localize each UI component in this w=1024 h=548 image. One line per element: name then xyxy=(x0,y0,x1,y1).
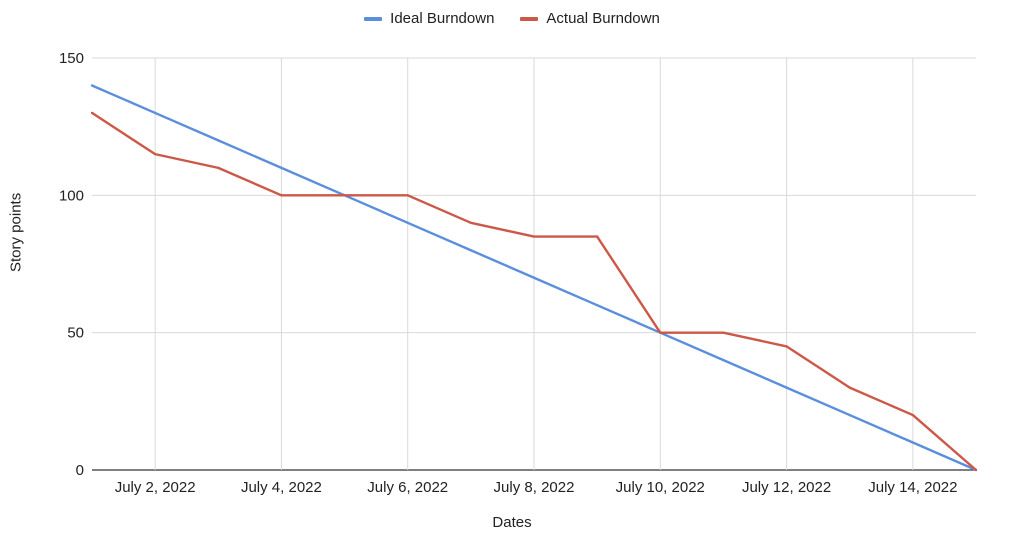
actual-point xyxy=(722,331,725,334)
x-tick-label: July 8, 2022 xyxy=(494,479,575,496)
legend-label-ideal: Ideal Burndown xyxy=(390,10,495,27)
ideal-point xyxy=(469,249,473,252)
x-tick-label: July 2, 2022 xyxy=(115,479,196,496)
actual-point xyxy=(848,386,851,389)
legend-item-actual: Actual Burndown xyxy=(520,10,660,27)
y-tick-label: 100 xyxy=(59,187,84,204)
y-tick-label: 0 xyxy=(76,462,84,479)
legend-swatch-actual xyxy=(520,16,539,21)
ideal-point xyxy=(722,358,725,362)
actual-point xyxy=(90,111,94,115)
actual-point xyxy=(659,331,662,334)
actual-point xyxy=(974,468,978,472)
ideal-point xyxy=(911,441,915,444)
actual-point xyxy=(406,194,409,197)
legend-label-actual: Actual Burndown xyxy=(546,10,660,27)
ideal-point xyxy=(532,276,536,279)
ideal-point xyxy=(406,221,409,224)
x-axis-label: Dates xyxy=(492,514,532,531)
actual-point xyxy=(911,413,915,417)
ideal-point xyxy=(280,166,283,170)
ideal-point xyxy=(785,386,788,389)
ideal-point xyxy=(217,139,220,142)
actual-point xyxy=(153,152,157,156)
x-tick-label: July 6, 2022 xyxy=(367,479,448,496)
x-tick-label: July 4, 2022 xyxy=(241,479,322,496)
legend-item-ideal: Ideal Burndown xyxy=(364,10,494,27)
legend-swatch-ideal xyxy=(364,16,383,21)
chart-legend: Ideal Burndown Actual Burndown xyxy=(0,10,1024,27)
ideal-point xyxy=(595,304,599,307)
y-axis-label: Story points xyxy=(7,192,25,272)
actual-point xyxy=(343,194,346,197)
ideal-point xyxy=(848,413,851,417)
x-tick-label: July 12, 2022 xyxy=(742,479,831,496)
y-tick-label: 50 xyxy=(67,325,84,342)
actual-point xyxy=(595,235,599,238)
actual-point xyxy=(280,194,283,197)
y-tick-label: 150 xyxy=(59,50,84,67)
actual-point xyxy=(785,345,788,348)
actual-point xyxy=(532,235,536,238)
ideal-point xyxy=(153,111,157,115)
x-tick-label: July 10, 2022 xyxy=(616,479,705,496)
actual-point xyxy=(217,166,220,170)
actual-point xyxy=(469,221,473,224)
x-tick-label: July 14, 2022 xyxy=(868,479,957,496)
ideal-point xyxy=(90,84,94,87)
